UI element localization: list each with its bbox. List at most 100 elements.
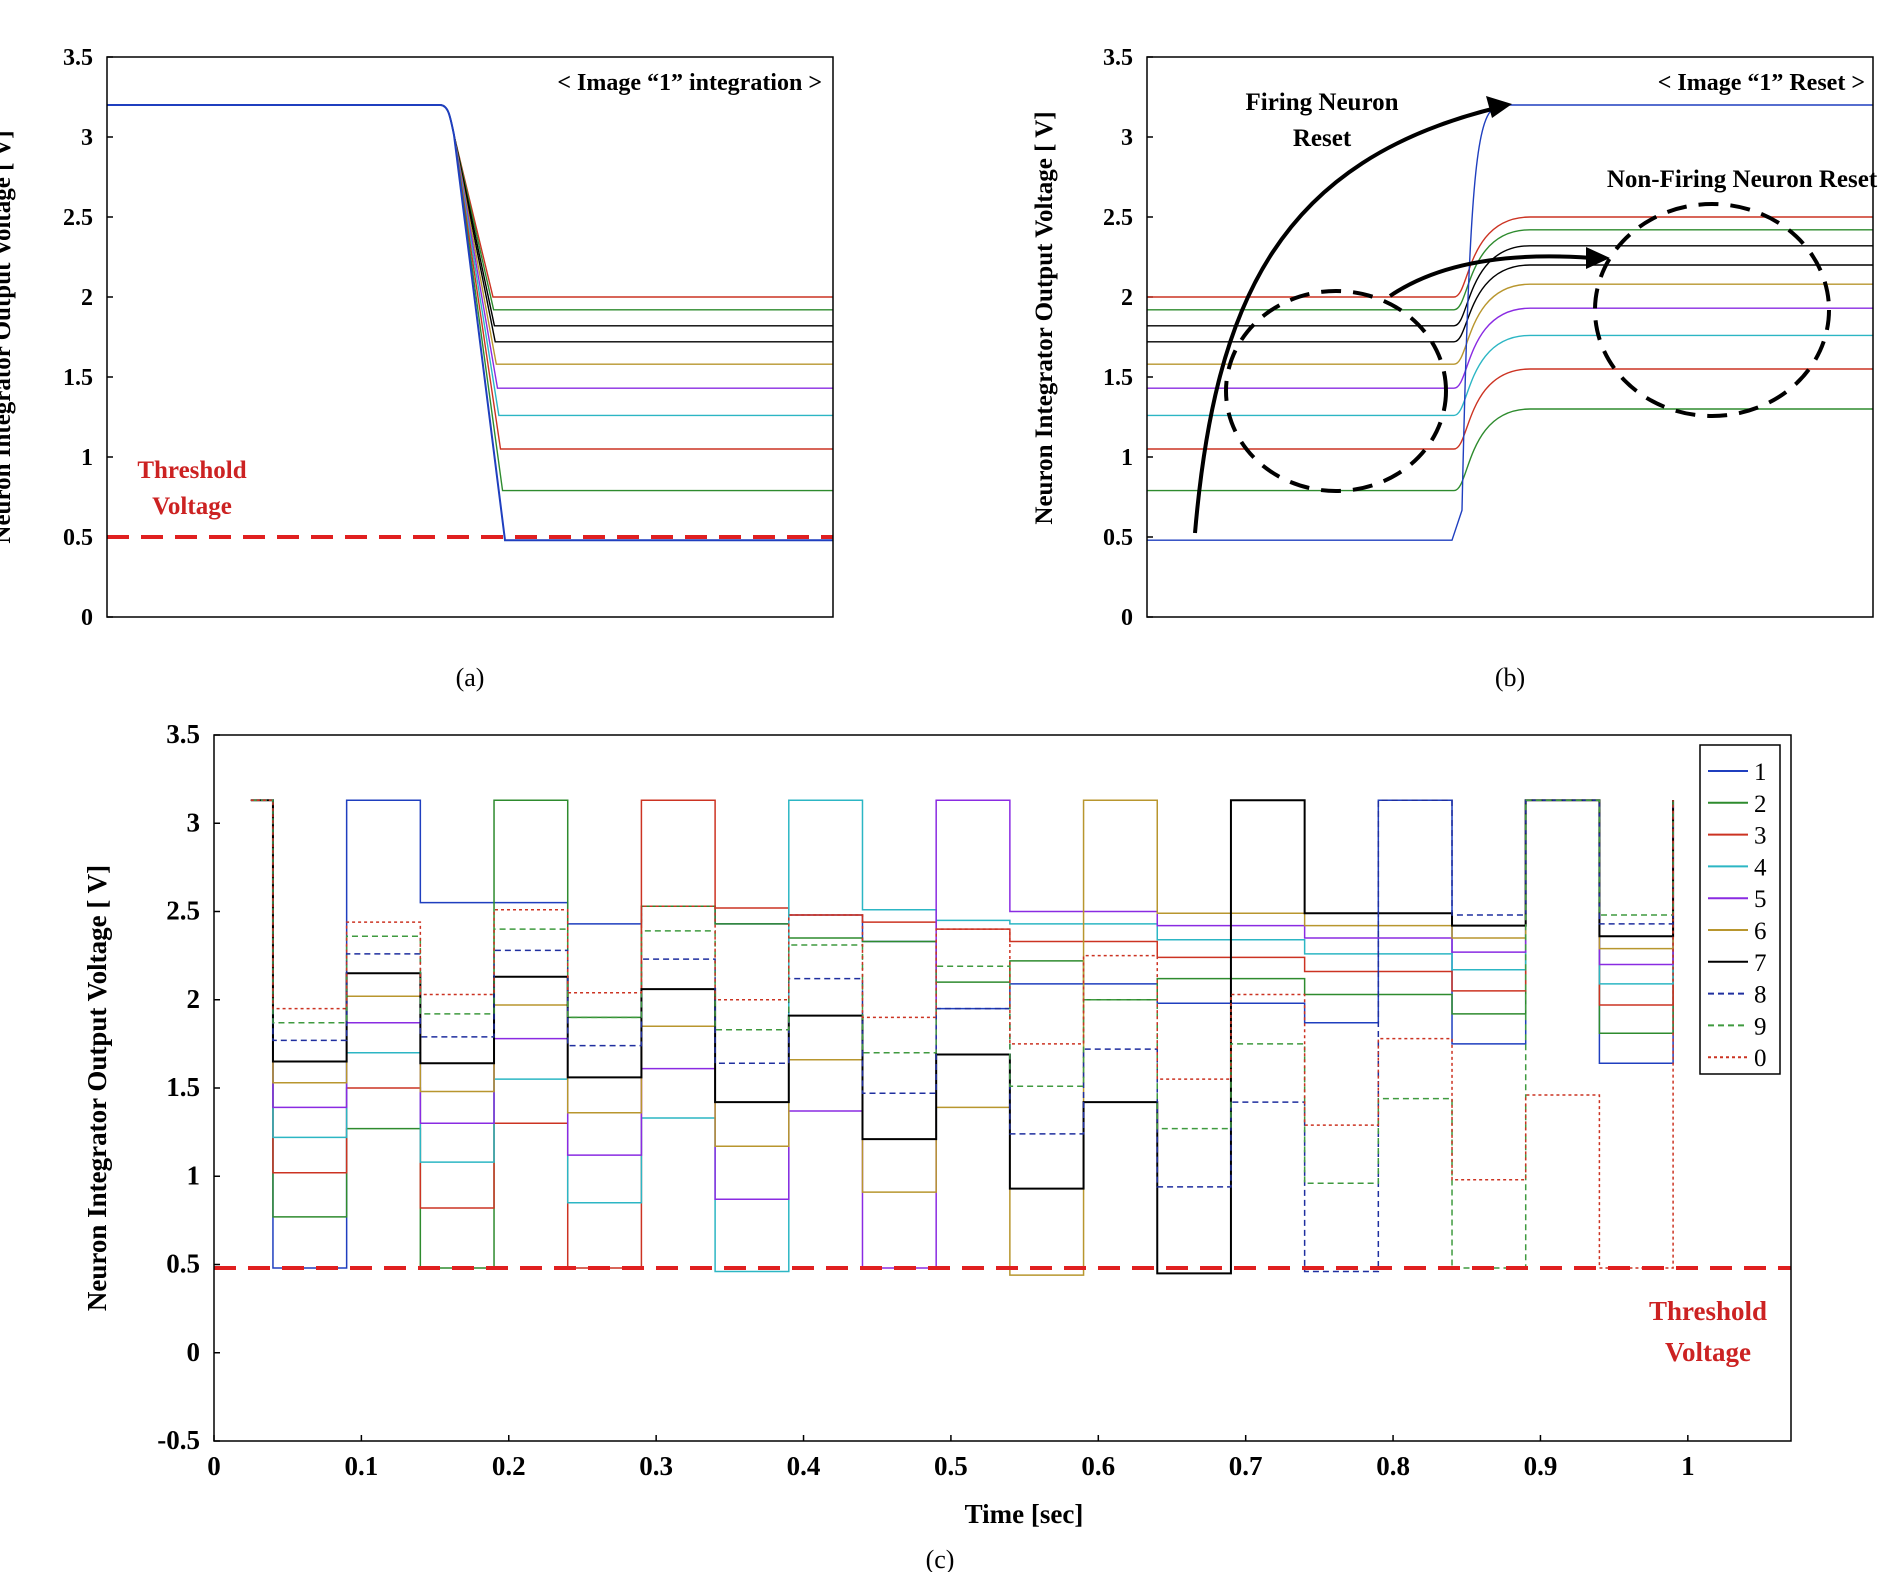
legend-box (1699, 744, 1781, 1075)
firing-group-circle (1224, 289, 1448, 493)
panel-c-y-tick-label: 0.5 (166, 1249, 200, 1279)
panel-c-y-tick-label: 3 (187, 807, 201, 837)
panel-c-x-tick-label: 0.6 (1081, 1451, 1115, 1481)
panel-b-y-axis-label: Neuron Integrator Output Voltage [ V] (1031, 111, 1058, 524)
panel-b-nonfiring-label: Non-Firing Neuron Reset (1607, 166, 1878, 193)
panel-a-threshold-label-2: Voltage (152, 493, 232, 520)
panel-c-series-6 (250, 799, 1674, 1276)
panel-c-y-axis-label: Neuron Integrator Output Voltage [ V] (82, 865, 112, 1311)
panel-c-threshold-label-1: Threshold (1649, 1296, 1767, 1326)
panel-c-series-9 (250, 799, 1674, 1269)
panel-b-y-tick-label: 2.5 (1103, 205, 1133, 231)
panel-c-series (250, 799, 1675, 1276)
panel-c-plot-frame (213, 734, 1792, 1442)
panel-b-y-tick-label: 1.5 (1103, 365, 1133, 391)
panel-a-y-tick-label: 3 (81, 125, 93, 151)
panel-b-series-line (1147, 408, 1873, 492)
legend-label-3: 3 (1754, 823, 1767, 850)
panel-c-threshold-label-2: Voltage (1665, 1337, 1751, 1367)
panel-b-series-line (1147, 216, 1873, 298)
panel-c: -0.500.511.522.533.5 0 0.1 0.2 0.3 0.4 0.5 0.6… (82, 719, 1792, 1572)
firing-reset-arrow (1193, 105, 1501, 534)
panel-b-series-line (1147, 229, 1873, 311)
panel-c-y-tick-label: -0.5 (157, 1425, 200, 1455)
panel-b-firing-label-1: Firing Neuron (1245, 89, 1398, 116)
panel-c-x-tick-label: 0.9 (1524, 1451, 1558, 1481)
panel-b-series-line (1147, 368, 1873, 450)
panel-a-y-tick-label: 3.5 (63, 45, 93, 71)
panel-a-y-tick-label: 2.5 (63, 205, 93, 231)
panel-b-series-line (1147, 264, 1873, 343)
panel-c-y-tick-label: 2 (187, 984, 201, 1014)
panel-a-y-ticks: 0 0.5 1 1.5 2 2.5 3 3.5 (63, 45, 113, 631)
panel-c-y-tick-label: 2.5 (166, 896, 200, 926)
panel-c-series-1 (250, 799, 1674, 1269)
panel-c-x-axis-label: Time [sec] (965, 1499, 1084, 1529)
panel-c-x-tick-label: 0.5 (934, 1451, 968, 1481)
legend-label-4: 4 (1754, 854, 1767, 881)
firing-reset-arrowhead (1486, 96, 1512, 118)
legend-label-0: 0 (1754, 1045, 1767, 1072)
panel-a-caption: (a) (456, 663, 485, 692)
panel-a-title: < Image “1” integration > (557, 70, 822, 96)
panel-c-x-tick-label: 1 (1681, 1451, 1695, 1481)
panel-b-y-tick-label: 0.5 (1103, 525, 1133, 551)
panel-c-y-tick-label: 1.5 (166, 1072, 200, 1102)
panel-c-x-tick-label: 0.7 (1229, 1451, 1263, 1481)
panel-c-x-tick-label: 0.3 (639, 1451, 673, 1481)
panel-a-series-line (107, 104, 833, 492)
panel-c-series-4 (250, 799, 1674, 1273)
panel-c-y-tick-label: 3.5 (166, 719, 200, 749)
panel-a-y-axis-label: Neuron Integrator Output Voltage [ V] (0, 130, 16, 543)
panel-b-y-tick-label: 0 (1121, 605, 1133, 631)
panel-a-y-tick-label: 0.5 (63, 525, 93, 551)
panel-c-series-0 (250, 799, 1674, 1269)
legend-label-2: 2 (1754, 791, 1767, 818)
panel-c-y-tick-label: 1 (187, 1160, 201, 1190)
panel-b-series-line (1147, 283, 1873, 365)
panel-c-series-2 (250, 799, 1674, 1269)
panel-b-y-tick-label: 3.5 (1103, 45, 1133, 71)
panel-a-y-tick-label: 1 (81, 445, 93, 471)
panel-c-x-tick-label: 0.1 (345, 1451, 379, 1481)
panel-a: 0 0.5 1 1.5 2 2.5 3 3.5 < Image “1” integration… (0, 45, 834, 692)
legend-label-5: 5 (1754, 886, 1767, 913)
panel-b-series-line (1147, 334, 1873, 417)
panel-a-series-line (107, 104, 833, 450)
panel-b-caption: (b) (1495, 663, 1525, 692)
panel-a-series-line (107, 104, 833, 542)
legend-label-7: 7 (1754, 950, 1767, 977)
panel-a-threshold-label-1: Threshold (137, 457, 246, 484)
panel-b-y-tick-label: 1 (1121, 445, 1133, 471)
panel-c-caption: (c) (926, 1545, 955, 1572)
panel-b-y-tick-label: 2 (1121, 285, 1133, 311)
panel-c-series-7 (250, 799, 1675, 1275)
legend-label-8: 8 (1754, 982, 1767, 1009)
panel-c-series-8 (250, 799, 1674, 1273)
panel-a-series (107, 104, 833, 542)
panel-b-title: < Image “1” Reset > (1658, 70, 1865, 96)
panel-c-y-tick-label: 0 (187, 1337, 201, 1367)
panel-a-y-tick-label: 2 (81, 285, 93, 311)
nonfiring-reset-arrow (1388, 254, 1593, 298)
panel-a-plot-frame (106, 56, 834, 618)
panel-a-y-tick-label: 1.5 (63, 365, 93, 391)
panel-c-x-tick-label: 0.2 (492, 1451, 526, 1481)
panel-b-plot-frame (1146, 56, 1874, 618)
legend-label-1: 1 (1754, 759, 1767, 786)
panel-c-x-ticks: 0 0.1 0.2 0.3 0.4 0.5 0.6 0.7 0.8 0.9 1 (207, 1435, 1695, 1481)
panel-c-series-3 (250, 799, 1674, 1269)
nonfiring-group-circle (1593, 202, 1831, 418)
panel-c-legend: 1 2 3 4 5 6 7 8 9 0 (1699, 744, 1781, 1075)
panel-b: 0 0.5 1 1.5 2 2.5 3 3.5 < Image “1” Reset > Fir… (1031, 45, 1878, 692)
legend-label-6: 6 (1754, 918, 1767, 945)
nonfiring-reset-arrowhead (1586, 247, 1610, 269)
panel-b-y-tick-label: 3 (1121, 125, 1133, 151)
panel-c-x-tick-label: 0.8 (1376, 1451, 1410, 1481)
panel-b-series-line (1147, 245, 1873, 327)
panel-c-series-5 (250, 799, 1674, 1269)
panel-c-x-tick-label: 0 (207, 1451, 221, 1481)
panel-b-series-line (1147, 307, 1873, 389)
panel-c-x-tick-label: 0.4 (787, 1451, 821, 1481)
